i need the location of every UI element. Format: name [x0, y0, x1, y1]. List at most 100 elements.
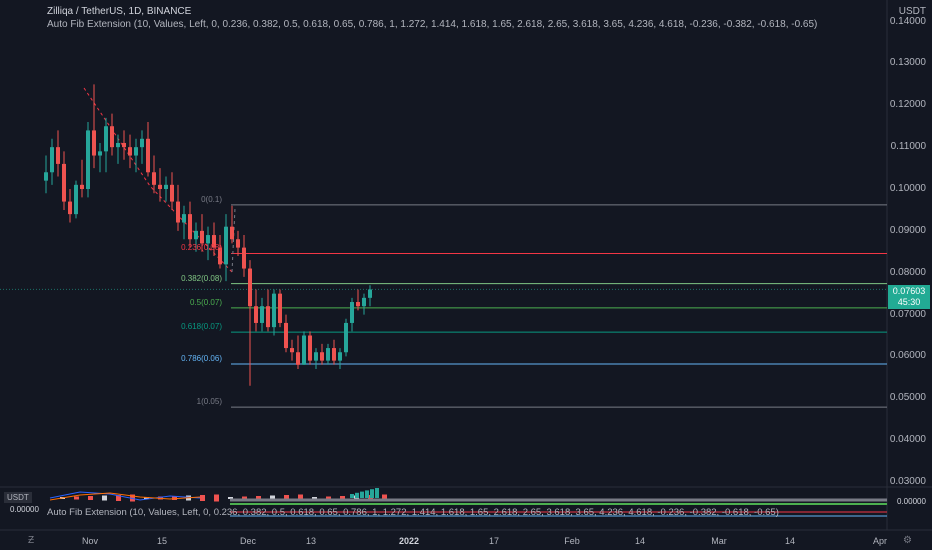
candle-body: [128, 147, 132, 156]
price-tick-label: 0.07000: [889, 308, 926, 320]
time-tick-label: 13: [305, 536, 317, 546]
candle-body: [332, 348, 336, 361]
price-tick-label: 0.09000: [889, 224, 926, 236]
candle-body: [218, 247, 222, 265]
candle-body: [272, 293, 276, 328]
time-tick-label: 14: [784, 536, 796, 546]
histogram-bar: [326, 496, 331, 500]
zoom-reset-icon[interactable]: Ƶ: [28, 535, 35, 546]
price-tick-label: 0.11000: [890, 141, 926, 153]
candle-body: [356, 302, 360, 307]
histogram-bar: [214, 494, 219, 502]
price-tick-label: 0.05000: [889, 392, 926, 404]
fib-level-label: 0.236(0.08): [181, 243, 222, 253]
time-tick-label: Dec: [239, 536, 257, 546]
price-tick-label: 0.10000: [889, 183, 926, 194]
time-tick-label: 14: [634, 536, 646, 546]
fib-level-label: 0.786(0.06): [181, 353, 222, 363]
histogram-bar: [172, 496, 177, 500]
candle-body: [56, 147, 60, 164]
histogram-bar: [350, 494, 354, 498]
price-tick-label: 0.06000: [889, 350, 926, 362]
signal-line: [49, 492, 201, 501]
candle-body: [62, 163, 66, 202]
candle-body: [206, 235, 210, 244]
histogram-bar: [382, 494, 387, 502]
candle-body: [194, 230, 198, 240]
candle-body: [44, 172, 48, 181]
time-tick-label: Feb: [564, 536, 580, 546]
lower-indicator-legend[interactable]: Auto Fib Extension (10, Values, Left, 0,…: [47, 507, 779, 518]
currency-label[interactable]: USDT: [898, 6, 926, 17]
time-tick-label: Nov: [81, 536, 99, 546]
fib-level-label: 0.5(0.07): [189, 297, 222, 307]
fib-level-label: 0(0.1): [201, 194, 222, 204]
candle-body: [344, 322, 348, 353]
time-tick-label: Apr: [872, 536, 888, 546]
symbol-title: Zilliqa / TetherUS, 1D, BINANCE: [47, 6, 192, 17]
candle-body: [326, 348, 330, 361]
lower-currency-label[interactable]: USDT: [4, 492, 32, 503]
settings-gear-icon[interactable]: ⚙: [903, 535, 912, 546]
histogram-bar: [144, 497, 149, 499]
lower-right-value: 0.00000: [897, 497, 926, 506]
candle-body: [158, 184, 162, 190]
histogram-bar: [340, 496, 345, 500]
candle-body: [188, 214, 192, 240]
fib-level-label: 0.618(0.07): [181, 322, 222, 332]
time-tick-label: 15: [156, 536, 168, 546]
candle-body: [266, 306, 270, 328]
histogram-bar: [102, 495, 107, 501]
candle-body: [182, 214, 186, 223]
candle-body: [176, 201, 180, 223]
time-tick-label: 2022: [398, 536, 420, 546]
candle-body: [200, 230, 204, 244]
candle-body: [146, 138, 150, 173]
candle-body: [290, 348, 294, 353]
histogram-bar: [360, 491, 364, 498]
candle-body: [338, 352, 342, 361]
candle-body: [92, 130, 96, 156]
histogram-bar: [298, 494, 303, 502]
candle-body: [140, 138, 144, 148]
candle-body: [350, 302, 354, 323]
candle-body: [242, 247, 246, 269]
histogram-bar: [365, 490, 369, 498]
candle-body: [68, 201, 72, 215]
histogram-bar: [284, 495, 289, 501]
candle-body: [110, 126, 114, 148]
candle-body: [152, 172, 156, 185]
histogram-bar: [74, 496, 79, 500]
candle-body: [302, 335, 306, 365]
candle-body: [98, 151, 102, 156]
candle-body: [254, 306, 258, 323]
candle-body: [170, 184, 174, 202]
fib-level-label: 0.382(0.08): [181, 273, 222, 283]
histogram-bar: [312, 497, 317, 499]
price-tick-label: 0.03000: [889, 476, 926, 487]
candle-body: [320, 352, 324, 361]
histogram-bar: [88, 496, 93, 500]
histogram-bar: [228, 497, 233, 499]
price-tick-label: 0.13000: [889, 57, 926, 69]
indicator-legend[interactable]: Auto Fib Extension (10, Values, Left, 0,…: [47, 19, 818, 30]
candle-body: [104, 126, 108, 152]
candle-body: [260, 306, 264, 323]
candle-body: [236, 239, 240, 248]
histogram-bar: [270, 495, 275, 501]
price-tick-label: 0.14000: [889, 15, 926, 27]
macd-line: [49, 491, 201, 501]
candle-body: [284, 322, 288, 349]
price-tick-label: 0.12000: [889, 99, 926, 111]
candle-body: [80, 184, 84, 190]
histogram-bar: [370, 489, 374, 498]
candle-body: [314, 352, 318, 361]
candle-body: [212, 235, 216, 248]
candle-body: [368, 289, 372, 298]
histogram-bar: [355, 492, 359, 498]
histogram-bar: [200, 495, 205, 501]
candle-body: [50, 147, 54, 173]
candle-body: [362, 297, 366, 307]
price-tick-label: 0.08000: [889, 266, 926, 278]
